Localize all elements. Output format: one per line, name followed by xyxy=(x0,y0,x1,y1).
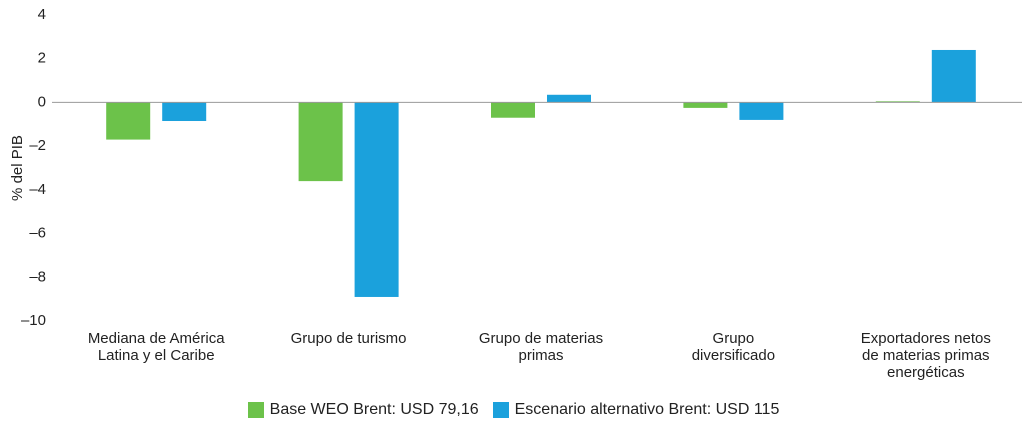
x-tick-label: Grupo diversificado xyxy=(691,330,776,364)
bar xyxy=(875,101,920,103)
legend-swatch xyxy=(492,402,509,418)
bar xyxy=(298,102,343,182)
y-tick-label: 2 xyxy=(38,50,46,67)
legend-swatch xyxy=(247,402,264,418)
y-axis-label: % del PIB xyxy=(9,135,26,201)
legend-item: Escenario alternativo Brent: USD 115 xyxy=(492,401,780,419)
y-tick-label: –4 xyxy=(29,181,46,198)
bar xyxy=(547,94,591,103)
bar xyxy=(162,102,207,122)
legend: Base WEO Brent: USD 79,16 Escenario alter… xyxy=(0,401,1027,419)
bar xyxy=(739,102,784,120)
x-tick-label: Grupo de materias primas xyxy=(478,330,604,364)
bar xyxy=(491,102,535,118)
bar xyxy=(106,102,151,140)
legend-label: Escenario alternativo Brent: USD 115 xyxy=(514,401,780,418)
bar xyxy=(931,49,976,103)
legend-item: Base WEO Brent: USD 79,16 xyxy=(247,401,479,419)
y-tick-label: –10 xyxy=(21,312,46,329)
y-tick-label: –8 xyxy=(29,268,46,285)
x-tick-label: Exportadores netos de materias primas en… xyxy=(860,330,991,381)
x-tick-label: Grupo de turismo xyxy=(290,330,407,347)
y-tick-label: –2 xyxy=(29,137,46,154)
y-tick-label: 0 xyxy=(38,93,46,110)
bar xyxy=(683,102,728,108)
y-tick-label: 4 xyxy=(38,6,46,23)
y-tick-label: –6 xyxy=(29,225,46,242)
x-tick-label: Mediana de América Latina y el Caribe xyxy=(87,330,225,364)
bar xyxy=(354,102,399,297)
legend-label: Base WEO Brent: USD 79,16 xyxy=(269,401,479,418)
